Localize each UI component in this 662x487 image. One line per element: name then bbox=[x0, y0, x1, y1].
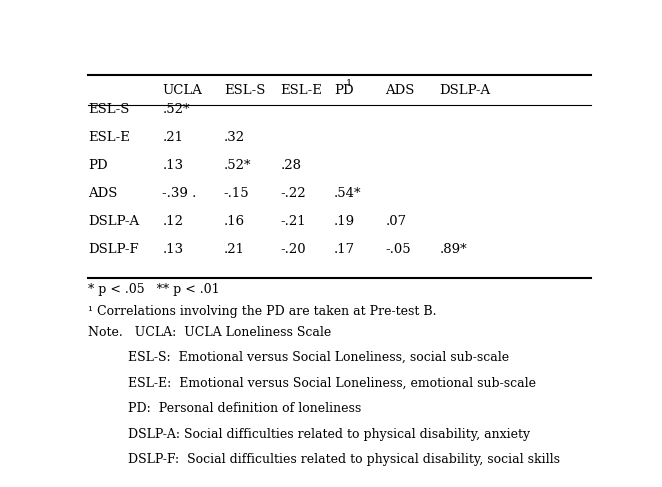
Text: DSLP-F:  Social difficulties related to physical disability, social skills: DSLP-F: Social difficulties related to p… bbox=[88, 453, 560, 466]
Text: .17: .17 bbox=[334, 243, 355, 256]
Text: DSLP-A: Social difficulties related to physical disability, anxiety: DSLP-A: Social difficulties related to p… bbox=[88, 428, 530, 441]
Text: .52*: .52* bbox=[224, 159, 252, 172]
Text: .12: .12 bbox=[162, 215, 183, 228]
Text: ADS: ADS bbox=[385, 84, 415, 97]
Text: Note.   UCLA:  UCLA Loneliness Scale: Note. UCLA: UCLA Loneliness Scale bbox=[88, 326, 331, 338]
Text: PD: PD bbox=[334, 84, 354, 97]
Text: -.21: -.21 bbox=[280, 215, 306, 228]
Text: PD: PD bbox=[88, 159, 107, 172]
Text: -.20: -.20 bbox=[280, 243, 306, 256]
Text: .52*: .52* bbox=[162, 103, 190, 115]
Text: ESL-E:  Emotional versus Social Loneliness, emotional sub-scale: ESL-E: Emotional versus Social Lonelines… bbox=[88, 376, 536, 390]
Text: -.05: -.05 bbox=[385, 243, 411, 256]
Text: .32: .32 bbox=[224, 131, 245, 144]
Text: ADS: ADS bbox=[88, 187, 117, 200]
Text: 1: 1 bbox=[346, 79, 352, 88]
Text: ESL-S: ESL-S bbox=[224, 84, 265, 97]
Text: * p < .05   ** p < .01: * p < .05 ** p < .01 bbox=[88, 282, 220, 296]
Text: PD:  Personal definition of loneliness: PD: Personal definition of loneliness bbox=[88, 402, 361, 415]
Text: .21: .21 bbox=[162, 131, 183, 144]
Text: .13: .13 bbox=[162, 159, 183, 172]
Text: .21: .21 bbox=[224, 243, 245, 256]
Text: ESL-E: ESL-E bbox=[88, 131, 130, 144]
Text: .28: .28 bbox=[280, 159, 301, 172]
Text: .16: .16 bbox=[224, 215, 245, 228]
Text: DSLP-A: DSLP-A bbox=[88, 215, 139, 228]
Text: -.15: -.15 bbox=[224, 187, 250, 200]
Text: DSLP-A: DSLP-A bbox=[440, 84, 491, 97]
Text: UCLA: UCLA bbox=[162, 84, 202, 97]
Text: -.39 .: -.39 . bbox=[162, 187, 197, 200]
Text: .89*: .89* bbox=[440, 243, 467, 256]
Text: ESL-E: ESL-E bbox=[280, 84, 322, 97]
Text: .07: .07 bbox=[385, 215, 406, 228]
Text: .13: .13 bbox=[162, 243, 183, 256]
Text: .54*: .54* bbox=[334, 187, 361, 200]
Text: ¹ Correlations involving the PD are taken at Pre-test B.: ¹ Correlations involving the PD are take… bbox=[88, 305, 436, 318]
Text: ESL-S: ESL-S bbox=[88, 103, 129, 115]
Text: -.22: -.22 bbox=[280, 187, 306, 200]
Text: .19: .19 bbox=[334, 215, 355, 228]
Text: ESL-S:  Emotional versus Social Loneliness, social sub-scale: ESL-S: Emotional versus Social Lonelines… bbox=[88, 351, 509, 364]
Text: DSLP-F: DSLP-F bbox=[88, 243, 138, 256]
